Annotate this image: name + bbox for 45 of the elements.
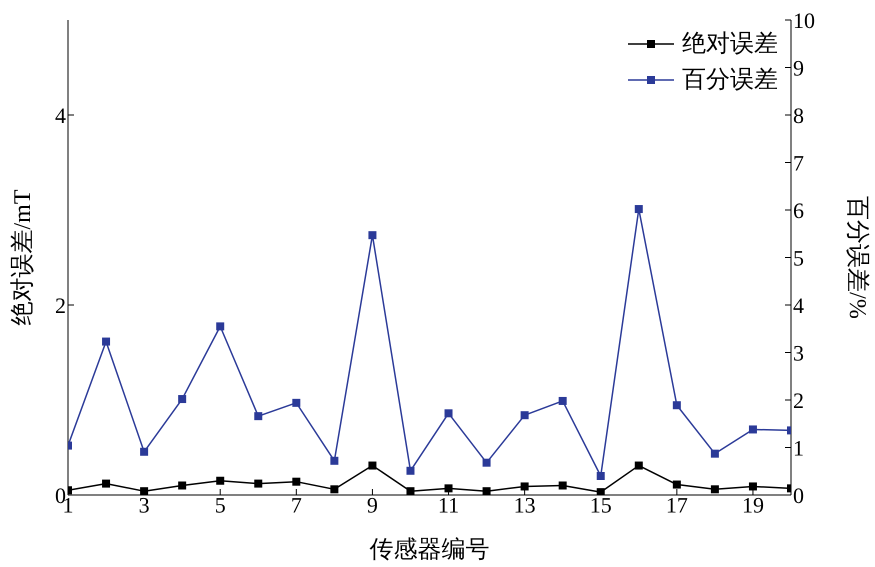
y2-tick-label: 10 — [793, 8, 815, 33]
x-tick-label: 3 — [138, 492, 150, 518]
point — [748, 425, 757, 434]
point — [634, 205, 643, 214]
legend-label: 绝对误差 — [682, 30, 778, 59]
x-tick-label: 11 — [438, 492, 460, 518]
y-axis-title: 绝对误差/mT — [10, 189, 36, 326]
y2-tick-label: 4 — [793, 292, 804, 318]
x-tick-label: 5 — [214, 492, 226, 518]
x-tick-label: 7 — [290, 492, 302, 518]
point — [368, 231, 376, 240]
point — [406, 466, 414, 475]
x-tick-label: 17 — [666, 492, 688, 518]
y2-tick-label: 0 — [793, 482, 804, 508]
y2-tick-label: 6 — [793, 198, 804, 223]
point — [672, 401, 681, 410]
y2-tick-label: 8 — [793, 102, 804, 128]
y2-tick-label: 9 — [793, 55, 804, 80]
y-tick-label: 2 — [55, 292, 66, 318]
point — [596, 472, 605, 480]
x-tick-label: 15 — [590, 492, 612, 518]
legend-label: 百分误差 — [682, 66, 778, 95]
point — [330, 456, 338, 465]
y2-tick-label: 1 — [793, 435, 804, 460]
x-tick-label: 9 — [366, 492, 378, 518]
y2-axis-title: 百分误差/% — [844, 196, 870, 319]
y2-tick-label: 2 — [793, 388, 804, 413]
point — [482, 458, 491, 467]
y2-tick-label: 7 — [793, 150, 804, 176]
y2-tick-label: 3 — [793, 340, 804, 366]
point — [710, 450, 719, 458]
x-tick-label: 19 — [742, 492, 764, 518]
point — [216, 322, 224, 330]
point — [254, 412, 262, 420]
point — [520, 411, 529, 420]
point — [444, 409, 453, 418]
x-tick-label: 13 — [514, 492, 536, 518]
point — [558, 396, 567, 405]
x-axis-title: 传感器编号 — [370, 536, 490, 563]
point — [140, 448, 148, 456]
point — [178, 395, 186, 404]
point — [102, 338, 110, 346]
point — [292, 398, 300, 407]
y2-tick-label: 5 — [793, 245, 804, 270]
y-tick-label: 4 — [55, 102, 66, 128]
